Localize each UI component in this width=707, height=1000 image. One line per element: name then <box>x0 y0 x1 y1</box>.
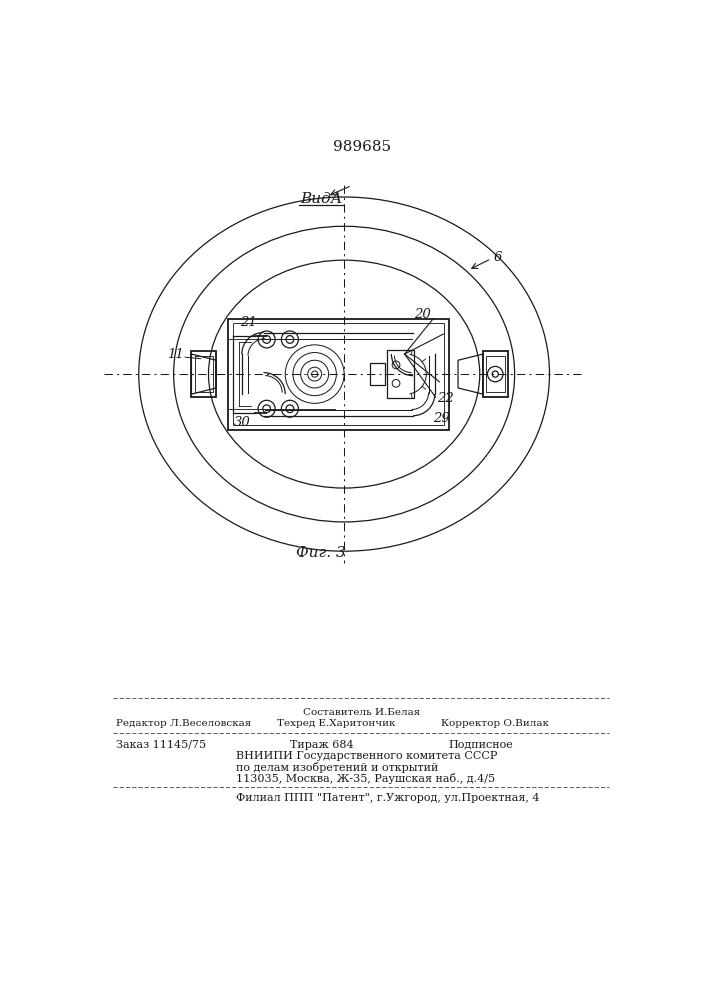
Text: 6: 6 <box>493 251 502 264</box>
Bar <box>194 356 213 392</box>
Text: 113035, Москва, Ж-35, Раушская наб., д.4/5: 113035, Москва, Ж-35, Раушская наб., д.4… <box>235 773 495 784</box>
Bar <box>192 351 216 397</box>
Bar <box>387 350 414 398</box>
Text: ВНИИПИ Государственного комитета СССР: ВНИИПИ Государственного комитета СССР <box>235 751 497 761</box>
Text: Техред Е.Харитончик: Техред Е.Харитончик <box>276 719 395 728</box>
Bar <box>486 356 505 392</box>
Text: 22: 22 <box>437 392 454 405</box>
Text: 30: 30 <box>233 416 250 429</box>
Text: по делам изобретений и открытий: по делам изобретений и открытий <box>235 762 438 773</box>
Text: Корректор О.Вилак: Корректор О.Вилак <box>441 719 549 728</box>
Text: 20: 20 <box>414 308 431 321</box>
Text: 21: 21 <box>240 316 257 329</box>
Text: Составитель И.Белая: Составитель И.Белая <box>303 708 421 717</box>
Text: 11: 11 <box>168 348 185 361</box>
Text: Фиг. 3: Фиг. 3 <box>296 546 346 560</box>
Text: Редактор Л.Веселовская: Редактор Л.Веселовская <box>115 719 251 728</box>
Text: Филиал ППП "Патент", г.Ужгород, ул.Проектная, 4: Филиал ППП "Патент", г.Ужгород, ул.Проек… <box>235 793 539 803</box>
Text: Подписное: Подписное <box>449 740 513 750</box>
Bar <box>233 323 444 425</box>
Text: 29: 29 <box>433 412 450 425</box>
Bar <box>483 351 508 397</box>
Text: Тираж 684: Тираж 684 <box>290 740 354 750</box>
Text: ВидА: ВидА <box>300 192 342 206</box>
Bar <box>228 319 449 430</box>
Bar <box>370 363 385 385</box>
Text: Заказ 11145/75: Заказ 11145/75 <box>115 740 206 750</box>
Text: 989685: 989685 <box>333 140 391 154</box>
